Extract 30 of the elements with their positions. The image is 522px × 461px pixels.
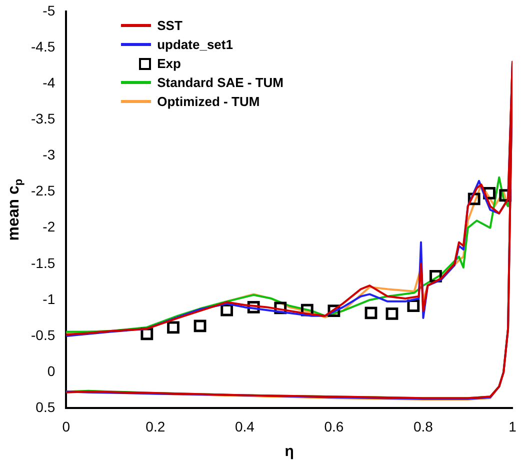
x-tick-label: 0 xyxy=(62,418,70,434)
point xyxy=(167,321,180,334)
y-tick-label: -5 xyxy=(42,2,56,18)
legend-label: Exp xyxy=(157,56,181,72)
y-tick-label: 0 xyxy=(47,362,56,379)
y-tick-label: -1 xyxy=(42,290,56,307)
y-tick-label: 0.5 xyxy=(36,399,56,416)
legend-label: Standard SAE - TUM xyxy=(157,75,284,90)
legend-label: update_set1 xyxy=(157,37,233,52)
y-tick-label: -4 xyxy=(42,74,56,90)
point xyxy=(386,307,398,320)
y-tick-label: -1.5 xyxy=(31,254,56,271)
legend-label: Optimized - TUM xyxy=(157,94,260,110)
y-tick-label: -2 xyxy=(42,218,56,235)
x-tick-label: 0.2 xyxy=(146,418,166,434)
y-axis-title: mean cp xyxy=(5,178,25,241)
legend-label: SST xyxy=(157,18,182,34)
x-tick-label: 0.8 xyxy=(413,418,434,434)
x-tick-label: 1 xyxy=(508,418,517,434)
point xyxy=(220,304,234,316)
x-tick-label: 0.6 xyxy=(324,418,344,434)
point xyxy=(364,306,378,320)
x-tick-label: 0.4 xyxy=(234,418,255,434)
y-tick-label: -3.5 xyxy=(31,110,56,126)
y-tick-label: -3 xyxy=(42,146,56,163)
x-axis-title: η xyxy=(284,443,294,460)
y-tick-label: -2.5 xyxy=(31,182,56,199)
y-tick-label: -0.5 xyxy=(31,326,56,343)
point xyxy=(194,320,206,332)
y-tick-label: -4.5 xyxy=(31,38,56,54)
